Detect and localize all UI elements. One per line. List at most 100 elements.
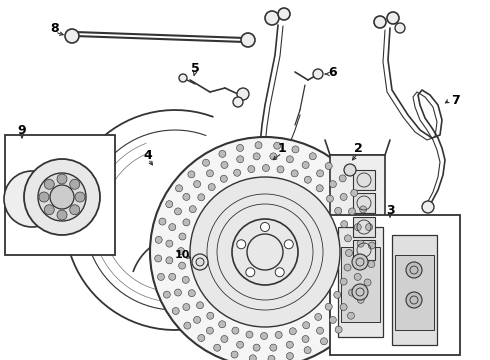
- Circle shape: [182, 276, 189, 283]
- Circle shape: [291, 170, 298, 177]
- Circle shape: [179, 233, 186, 240]
- Circle shape: [179, 74, 187, 82]
- Circle shape: [166, 201, 173, 208]
- Text: 8: 8: [50, 22, 59, 35]
- Circle shape: [232, 327, 239, 334]
- Circle shape: [75, 192, 85, 202]
- Circle shape: [237, 156, 244, 163]
- Circle shape: [270, 344, 277, 351]
- Bar: [338, 227, 383, 337]
- Circle shape: [344, 264, 351, 271]
- Circle shape: [155, 236, 162, 243]
- Text: 2: 2: [354, 141, 363, 154]
- Bar: [5, 135, 115, 255]
- Circle shape: [341, 221, 348, 228]
- Text: 3: 3: [386, 203, 394, 216]
- Circle shape: [357, 240, 364, 247]
- Circle shape: [237, 240, 245, 249]
- Circle shape: [206, 327, 214, 334]
- Bar: [353, 170, 375, 190]
- Circle shape: [304, 176, 311, 183]
- Circle shape: [237, 88, 249, 100]
- Circle shape: [70, 205, 80, 215]
- Bar: [341, 247, 380, 322]
- Circle shape: [44, 179, 54, 189]
- Circle shape: [150, 137, 380, 360]
- Circle shape: [340, 303, 347, 311]
- Circle shape: [190, 177, 340, 327]
- Circle shape: [317, 170, 323, 177]
- Circle shape: [169, 273, 176, 280]
- Circle shape: [207, 312, 214, 319]
- Circle shape: [188, 290, 196, 297]
- Circle shape: [302, 336, 309, 342]
- Circle shape: [304, 347, 311, 354]
- Circle shape: [196, 258, 204, 266]
- Circle shape: [221, 162, 228, 168]
- Circle shape: [347, 312, 354, 319]
- Circle shape: [183, 193, 190, 201]
- Circle shape: [395, 23, 405, 33]
- Circle shape: [174, 208, 181, 215]
- Circle shape: [351, 189, 358, 197]
- Circle shape: [38, 173, 86, 221]
- Circle shape: [289, 328, 296, 335]
- Circle shape: [57, 174, 67, 184]
- Circle shape: [249, 355, 256, 360]
- Circle shape: [292, 146, 299, 153]
- Circle shape: [275, 268, 284, 277]
- Circle shape: [302, 162, 309, 168]
- Circle shape: [275, 332, 282, 338]
- Circle shape: [261, 222, 270, 231]
- Circle shape: [268, 355, 275, 360]
- Circle shape: [39, 192, 49, 202]
- Circle shape: [344, 164, 356, 176]
- Circle shape: [406, 292, 422, 308]
- Circle shape: [325, 303, 332, 310]
- Circle shape: [313, 69, 323, 79]
- Circle shape: [406, 262, 422, 278]
- Circle shape: [50, 185, 74, 209]
- Circle shape: [231, 351, 238, 358]
- Circle shape: [261, 333, 268, 339]
- Circle shape: [368, 242, 375, 249]
- Circle shape: [198, 334, 205, 342]
- Bar: [353, 240, 375, 260]
- Circle shape: [198, 194, 205, 201]
- Circle shape: [335, 207, 342, 214]
- Circle shape: [246, 268, 255, 277]
- Circle shape: [184, 322, 191, 329]
- Circle shape: [270, 153, 277, 160]
- Circle shape: [189, 206, 196, 213]
- Circle shape: [317, 327, 323, 334]
- Circle shape: [172, 307, 179, 315]
- Bar: [353, 193, 375, 213]
- Circle shape: [366, 224, 372, 231]
- Text: 1: 1: [278, 141, 286, 154]
- Circle shape: [155, 255, 162, 262]
- Circle shape: [194, 181, 200, 188]
- Circle shape: [188, 171, 195, 178]
- Circle shape: [214, 344, 220, 351]
- Circle shape: [246, 331, 253, 338]
- Circle shape: [234, 169, 241, 176]
- Circle shape: [309, 153, 317, 160]
- Circle shape: [325, 162, 332, 170]
- Circle shape: [241, 33, 255, 47]
- Circle shape: [335, 326, 342, 333]
- Bar: [330, 155, 385, 275]
- Circle shape: [303, 322, 310, 329]
- Circle shape: [357, 296, 364, 303]
- Circle shape: [159, 218, 166, 225]
- Text: 6: 6: [329, 66, 337, 78]
- Text: 9: 9: [18, 123, 26, 136]
- Circle shape: [354, 224, 361, 231]
- Circle shape: [177, 248, 185, 255]
- Circle shape: [183, 303, 190, 311]
- Text: 10: 10: [174, 250, 190, 260]
- Circle shape: [278, 8, 290, 20]
- Circle shape: [248, 166, 255, 172]
- Circle shape: [315, 314, 322, 320]
- Circle shape: [219, 150, 226, 157]
- Circle shape: [277, 166, 284, 173]
